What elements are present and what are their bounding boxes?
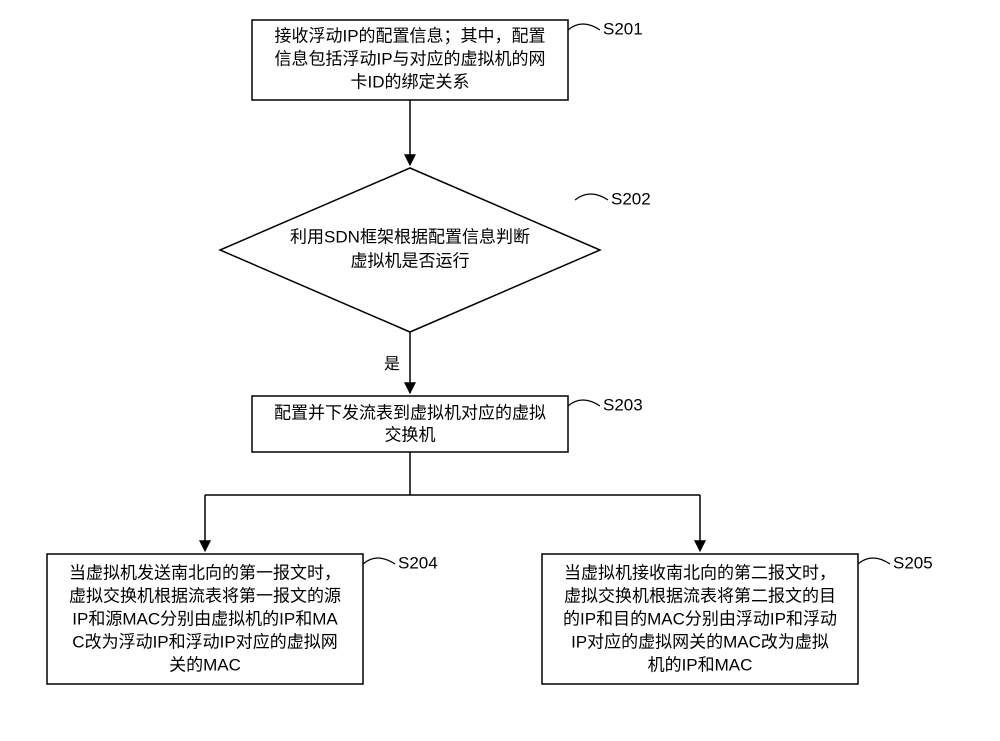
edge-yes-label: 是 <box>384 356 400 373</box>
s204-line3: C改为浮动IP和浮动IP对应的虚拟网 <box>72 632 337 651</box>
node-s201: 接收浮动IP的配置信息；其中，配置 信息包括浮动IP与对应的虚拟机的网 卡ID的… <box>252 20 568 100</box>
node-s205: 当虚拟机接收南北向的第二报文时， 虚拟交换机根据流表将第二报文的目 的IP和目的… <box>542 554 858 684</box>
s205-line4: 机的IP和MAC <box>648 655 753 674</box>
s204-label-connector <box>363 558 395 564</box>
s201-label: S201 <box>603 19 643 38</box>
s204-line2: IP和源MAC分别由虚拟机的IP和MA <box>72 609 338 628</box>
s202-line1: 虚拟机是否运行 <box>351 251 470 270</box>
s203-label-connector <box>568 400 600 406</box>
flowchart-diagram: 接收浮动IP的配置信息；其中，配置 信息包括浮动IP与对应的虚拟机的网 卡ID的… <box>0 0 1000 741</box>
s205-line1: 虚拟交换机根据流表将第二报文的目 <box>564 586 836 605</box>
s205-line2: 的IP和目的MAC分别由浮动IP和浮动 <box>563 609 837 628</box>
node-s204: 当虚拟机发送南北向的第一报文时， 虚拟交换机根据流表将第一报文的源 IP和源MA… <box>47 554 363 684</box>
s203-line0: 配置并下发流表到虚拟机对应的虚拟 <box>274 403 546 422</box>
s202-line0: 利用SDN框架根据配置信息判断 <box>290 227 530 246</box>
s204-line0: 当虚拟机发送南北向的第一报文时， <box>69 563 341 582</box>
s201-line1: 信息包括浮动IP与对应的虚拟机的网 <box>274 49 545 68</box>
s205-label-connector <box>858 558 890 564</box>
s203-label: S203 <box>603 395 643 414</box>
s202-label-connector <box>575 194 608 200</box>
s205-line3: IP对应的虚拟网关的MAC改为虚拟 <box>571 632 829 651</box>
s201-label-connector <box>568 24 600 30</box>
node-s203: 配置并下发流表到虚拟机对应的虚拟 交换机 <box>252 396 568 452</box>
s204-line4: 关的MAC <box>169 655 241 674</box>
s201-line2: 卡ID的绑定关系 <box>351 72 470 91</box>
s205-line0: 当虚拟机接收南北向的第二报文时， <box>564 563 836 582</box>
s202-label: S202 <box>611 189 651 208</box>
s203-line1: 交换机 <box>385 425 436 444</box>
s201-line0: 接收浮动IP的配置信息；其中，配置 <box>274 26 545 45</box>
s204-line1: 虚拟交换机根据流表将第一报文的源 <box>69 586 341 605</box>
s205-label: S205 <box>893 553 933 572</box>
s204-label: S204 <box>398 553 438 572</box>
node-s202: 利用SDN框架根据配置信息判断 虚拟机是否运行 <box>220 168 600 332</box>
